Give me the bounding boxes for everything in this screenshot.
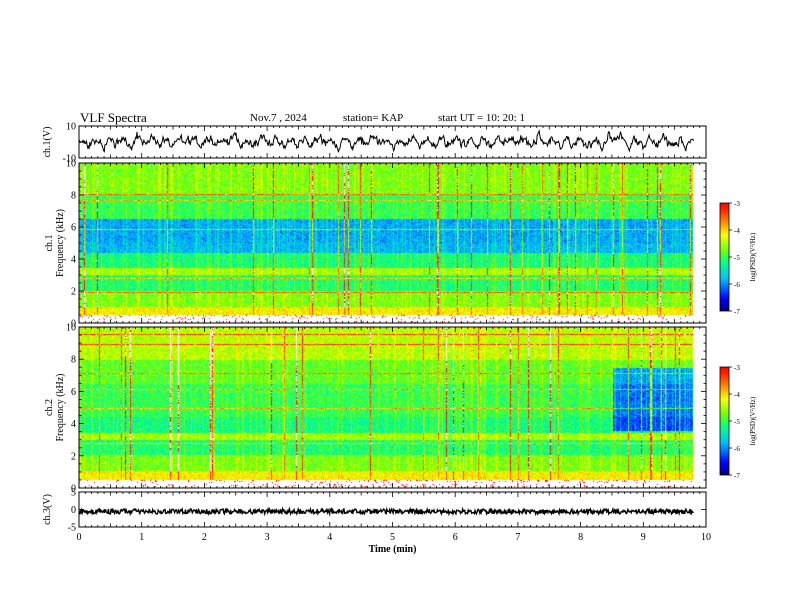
ch1-spectrogram-colorbar: [719, 202, 730, 312]
ch1-spectrogram-image: [79, 163, 693, 323]
ch2-spectrogram-colorbar-label: log(PSD)(V²/Hz): [749, 396, 757, 445]
x-tick-label: 10: [701, 532, 711, 543]
y-tick-label: 10: [66, 122, 76, 133]
y-tick-label: 6: [71, 387, 76, 398]
colorbar-tick-label: -5: [734, 418, 740, 426]
x-tick-label: 7: [515, 532, 520, 543]
x-tick-label: 8: [578, 532, 583, 543]
x-tick-label: 2: [202, 532, 207, 543]
colorbar-tick-label: -3: [734, 364, 740, 372]
y-tick-label: 2: [71, 451, 76, 462]
ch2-spectrogram-ylabel: ch.2Frequency (kHz): [44, 373, 66, 441]
ch1-waveform-ylabel: ch.1(V): [42, 127, 53, 158]
ch3-waveform-ylabel: ch.3(V): [42, 494, 53, 525]
ylabel-line: ch.3(V): [42, 494, 53, 525]
colorbar-tick-label: -7: [734, 308, 740, 316]
y-tick-label: 8: [71, 355, 76, 366]
y-tick-label: 2: [71, 287, 76, 298]
waveform-traces: [78, 129, 694, 517]
y-tick-label: 6: [71, 223, 76, 234]
ch1-spectrogram-ylabel: ch.1Frequency (kHz): [44, 209, 66, 277]
colorbar-tick-label: -6: [734, 445, 740, 453]
colorbar-tick-label: -6: [734, 281, 740, 289]
station-label: station= KAP: [343, 112, 404, 124]
x-tick-label: 0: [77, 532, 82, 543]
colorbar-tick-label: -3: [734, 200, 740, 208]
y-tick-label: -5: [68, 523, 76, 534]
y-tick-label: 4: [71, 255, 76, 266]
colorbar-tick-label: -5: [734, 254, 740, 262]
x-tick-label: 4: [327, 532, 332, 543]
y-tick-label: 4: [71, 419, 76, 430]
colorbar-tick-label: -4: [734, 227, 740, 235]
ch1-waveform-trace: [78, 129, 694, 153]
start-time-label: start UT = 10: 20: 1: [438, 112, 525, 124]
ylabel-line: ch.1: [44, 235, 55, 252]
date-label: Nov.7 , 2024: [250, 112, 307, 124]
ch2-spectrogram-image: [79, 327, 693, 488]
ch3-waveform-trace: [78, 506, 694, 517]
ch2-spectrogram-colorbar: [719, 366, 730, 476]
x-tick-label: 5: [390, 532, 395, 543]
y-tick-label: 8: [71, 191, 76, 202]
y-tick-label: 5: [71, 488, 76, 499]
x-tick-label: 3: [265, 532, 270, 543]
y-tick-label: -10: [63, 154, 76, 165]
ylabel-line: Frequency (kHz): [55, 209, 66, 277]
ch1-spectrogram-colorbar-label: log(PSD)(V²/Hz): [749, 232, 757, 281]
y-tick-label: 0: [71, 319, 76, 330]
spectrogram-images: [79, 163, 693, 488]
colorbar-tick-label: -7: [734, 472, 740, 480]
y-tick-label: 0: [71, 505, 76, 516]
ylabel-line: ch.2: [44, 399, 55, 416]
y-tick-label: 10: [66, 323, 76, 334]
figure-title: VLF Spectra: [80, 110, 147, 125]
x-tick-label: 6: [453, 532, 458, 543]
ylabel-line: ch.1(V): [42, 127, 53, 158]
x-axis-label: Time (min): [369, 544, 417, 555]
y-tick-label: 0: [71, 484, 76, 495]
x-tick-label: 9: [641, 532, 646, 543]
colorbar-tick-label: -4: [734, 391, 740, 399]
x-tick-label: 1: [139, 532, 144, 543]
ylabel-line: Frequency (kHz): [55, 373, 66, 441]
y-tick-label: 10: [66, 159, 76, 170]
axes-layer: [78, 125, 732, 528]
